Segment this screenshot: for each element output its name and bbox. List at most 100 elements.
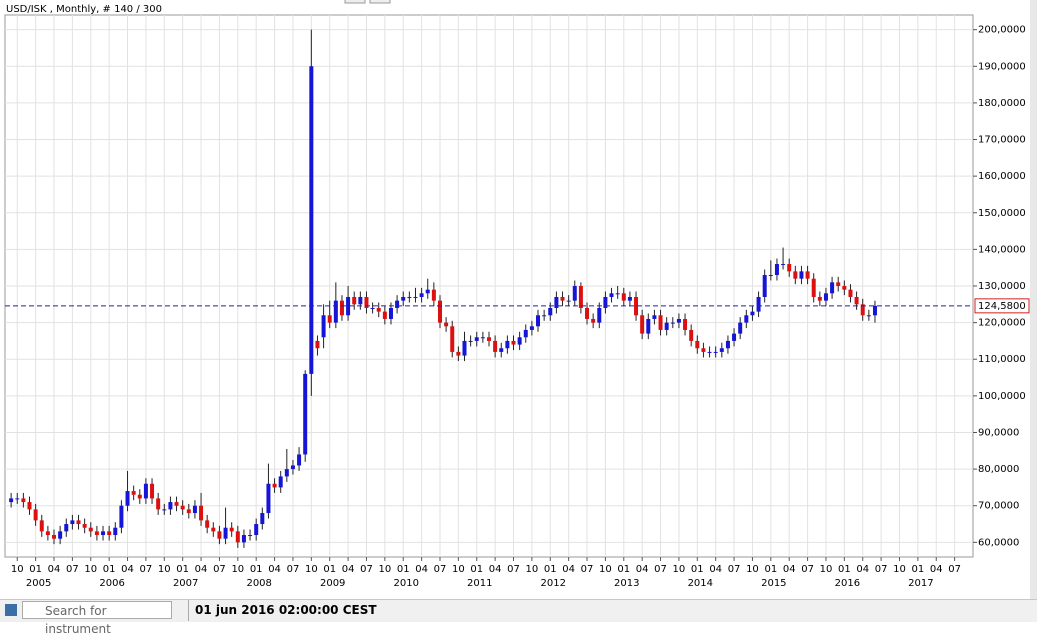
candle-body <box>333 300 338 323</box>
candle-body <box>113 527 118 536</box>
search-box[interactable]: Search for instrument <box>22 601 172 636</box>
candle-body <box>192 505 197 514</box>
candle-body <box>143 483 148 499</box>
candle-body <box>413 296 418 298</box>
candle-body <box>82 524 87 528</box>
candle-body <box>174 502 179 506</box>
x-tick-label: 04 <box>415 564 428 575</box>
candle-body <box>585 307 590 319</box>
y-tick-label: 190,0000 <box>978 61 1026 72</box>
candle-body <box>872 305 877 316</box>
y-tick-label: 80,0000 <box>978 464 1019 475</box>
chart-title: USD/ISK , Monthly, # 140 / 300 <box>6 4 162 15</box>
year-label: 2013 <box>614 578 639 589</box>
candle-body <box>536 315 541 327</box>
candle-body <box>836 282 841 286</box>
candle-body <box>830 282 835 294</box>
x-tick-label: 10 <box>11 564 24 575</box>
x-tick-label: 10 <box>452 564 465 575</box>
x-tick-label: 10 <box>231 564 244 575</box>
candle-body <box>278 476 283 488</box>
y-tick-label: 130,0000 <box>978 281 1026 292</box>
y-tick-label: 60,0000 <box>978 537 1019 548</box>
candle-body <box>842 286 847 290</box>
x-tick-label: 07 <box>581 564 594 575</box>
x-tick-label: 07 <box>654 564 667 575</box>
candle-body <box>235 531 240 543</box>
x-tick-label: 01 <box>470 564 483 575</box>
candle-body <box>603 296 608 308</box>
candle-body <box>474 337 479 341</box>
candle-body <box>615 293 620 295</box>
candle-body <box>542 315 547 317</box>
x-tick-label: 04 <box>709 564 722 575</box>
x-tick-label: 04 <box>636 564 649 575</box>
candle-body <box>695 340 700 349</box>
year-label: 2008 <box>246 578 271 589</box>
candle-body <box>683 318 688 330</box>
candle-body <box>676 318 681 323</box>
candle-body <box>689 329 694 341</box>
candle-body <box>88 527 93 532</box>
candle-body <box>493 340 498 352</box>
candle-body <box>860 304 865 316</box>
candle-body <box>664 322 669 330</box>
candle-body <box>33 509 38 521</box>
candle-body <box>137 494 142 499</box>
candle-body <box>597 307 602 323</box>
scroll-strip <box>1030 0 1037 599</box>
candle-body <box>9 498 14 503</box>
x-tick-label: 10 <box>158 564 171 575</box>
x-tick-label: 01 <box>911 564 924 575</box>
candle-body <box>566 300 571 302</box>
candle-body <box>805 271 810 279</box>
y-tick-label: 70,0000 <box>978 501 1019 512</box>
candle-body <box>168 502 173 510</box>
candle-body <box>272 483 277 488</box>
candle-body <box>707 351 712 353</box>
year-label: 2010 <box>394 578 419 589</box>
icon <box>5 604 17 616</box>
year-label: 2016 <box>835 578 860 589</box>
x-tick-label: 07 <box>287 564 300 575</box>
candle-body <box>848 289 853 297</box>
candle-body <box>523 329 528 338</box>
x-tick-label: 04 <box>562 564 575 575</box>
year-label: 2012 <box>541 578 566 589</box>
x-tick-label: 04 <box>195 564 208 575</box>
candle-body <box>529 326 534 330</box>
candle-body <box>39 520 44 532</box>
year-label: 2009 <box>320 578 345 589</box>
y-tick-label: 180,0000 <box>978 98 1026 109</box>
candle-body <box>119 505 124 528</box>
candle-body <box>339 300 344 316</box>
candle-body <box>248 535 253 537</box>
candle-body <box>45 531 50 536</box>
year-label: 2007 <box>173 578 198 589</box>
candle-body <box>70 520 75 525</box>
toolbar-button[interactable] <box>369 0 391 4</box>
candle-body <box>462 340 467 356</box>
candle-body <box>799 271 804 279</box>
last-price-box <box>974 298 1030 314</box>
candle-body <box>94 531 99 536</box>
candle-body <box>823 293 828 301</box>
x-tick-label: 01 <box>544 564 557 575</box>
candle-body <box>517 337 522 345</box>
year-label: 2005 <box>26 578 51 589</box>
candle-body <box>444 322 449 327</box>
candle-body <box>548 307 553 316</box>
candle-body <box>744 315 749 323</box>
candle-body <box>621 293 626 301</box>
x-tick-label: 10 <box>673 564 686 575</box>
x-tick-label: 01 <box>250 564 263 575</box>
candle-body <box>395 300 400 308</box>
toolbar-button[interactable] <box>344 0 366 4</box>
x-tick-label: 01 <box>29 564 42 575</box>
candle-body <box>456 351 461 356</box>
x-tick-label: 01 <box>323 564 336 575</box>
candle-body <box>578 286 583 308</box>
candle-body <box>634 296 639 316</box>
candle-body <box>254 524 259 536</box>
candle-body <box>762 275 767 297</box>
